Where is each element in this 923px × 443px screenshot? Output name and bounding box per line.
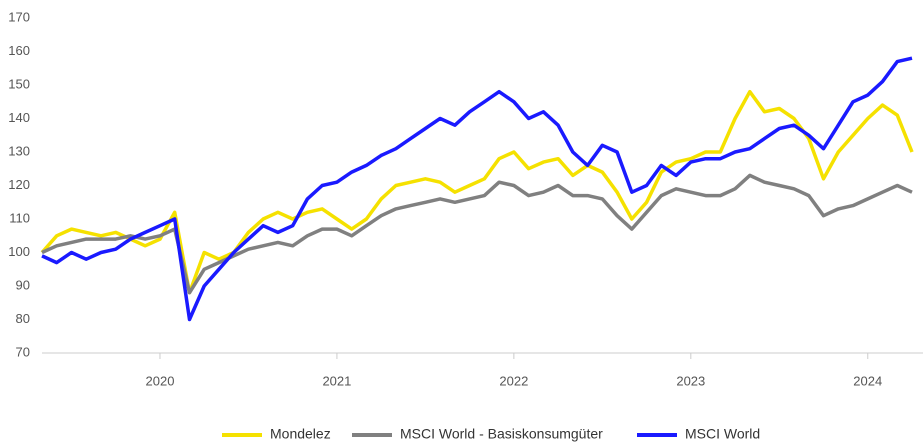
y-tick-label: 140 (8, 110, 30, 125)
y-tick-label: 100 (8, 244, 30, 259)
legend-label: MSCI World - Basiskonsumgüter (400, 426, 603, 442)
x-tick-label: 2024 (853, 373, 882, 388)
y-tick-label: 90 (16, 277, 30, 292)
y-tick-label: 150 (8, 76, 30, 91)
series-line (41, 56, 913, 322)
y-tick-label: 120 (8, 177, 30, 192)
x-tick-label: 2023 (676, 373, 705, 388)
series-line (41, 173, 913, 295)
legend-label: Mondelez (270, 426, 331, 442)
series-line (40, 89, 914, 295)
y-tick-label: 130 (8, 143, 30, 158)
y-tick-label: 170 (8, 9, 30, 24)
x-tick-label: 2022 (499, 373, 528, 388)
y-tick-label: 70 (16, 344, 30, 359)
y-tick-label: 160 (8, 43, 30, 58)
y-tick-label: 110 (9, 210, 30, 225)
legend-label: MSCI World (685, 426, 760, 442)
y-tick-label: 80 (16, 311, 30, 326)
x-tick-label: 2021 (322, 373, 351, 388)
x-tick-label: 2020 (146, 373, 175, 388)
